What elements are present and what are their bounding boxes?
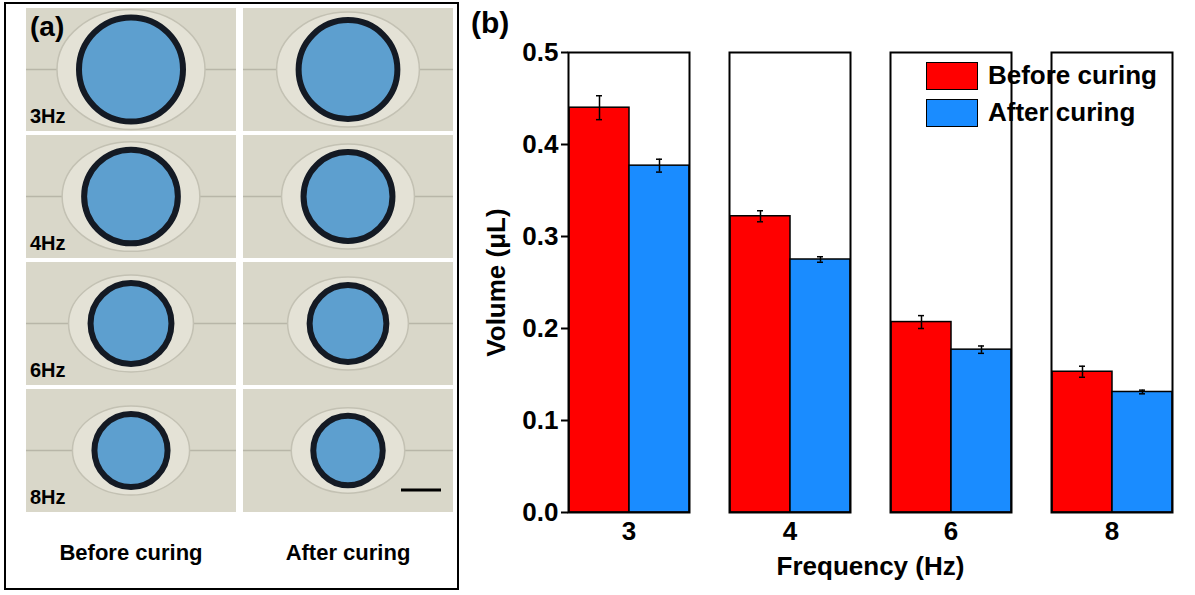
html-text:Before curing: Before curing xyxy=(988,60,1157,90)
svg-text:Volume (μL): Volume (μL) xyxy=(481,208,511,356)
svg-text:0.2: 0.2 xyxy=(522,313,558,343)
svg-text:(a): (a) xyxy=(30,11,64,42)
html-text:After curing: After curing xyxy=(988,97,1136,127)
svg-text:0.3: 0.3 xyxy=(522,221,558,251)
svg-text:Before curing: Before curing xyxy=(59,540,202,565)
svg-text:6Hz: 6Hz xyxy=(30,359,66,381)
svg-text:3: 3 xyxy=(622,516,636,546)
html-text:(b): (b) xyxy=(471,6,510,39)
svg-text:8Hz: 8Hz xyxy=(30,486,66,508)
svg-text:0.1: 0.1 xyxy=(522,405,558,435)
svg-text:Frequency (Hz): Frequency (Hz) xyxy=(777,551,965,581)
svg-text:0.5: 0.5 xyxy=(522,37,558,67)
svg-text:3Hz: 3Hz xyxy=(30,105,66,127)
svg-text:6: 6 xyxy=(944,516,958,546)
svg-text:0.4: 0.4 xyxy=(522,129,559,159)
svg-text:4Hz: 4Hz xyxy=(30,232,66,254)
svg-text:0.0: 0.0 xyxy=(522,497,558,527)
svg-text:4: 4 xyxy=(783,516,798,546)
svg-text:8: 8 xyxy=(1105,516,1119,546)
svg-text:After curing: After curing xyxy=(286,540,411,565)
